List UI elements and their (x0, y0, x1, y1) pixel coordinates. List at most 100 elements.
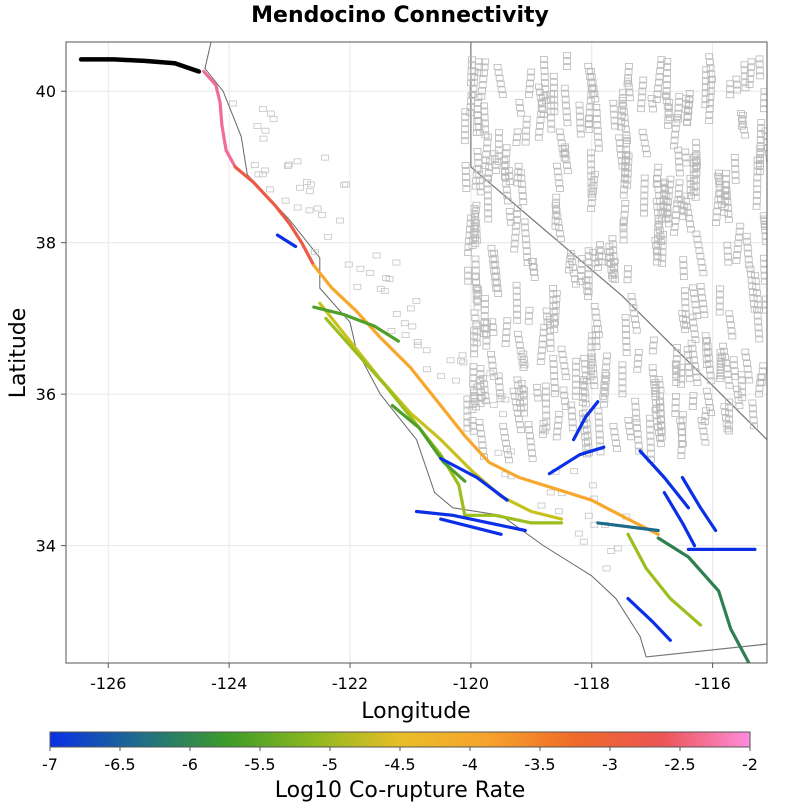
fault-section-box (513, 410, 522, 417)
fault-section-box (634, 442, 643, 449)
fault-section-box (722, 365, 731, 372)
fault-section-box (522, 248, 531, 255)
fault-section-box (687, 226, 696, 233)
fault-section-box (556, 230, 564, 237)
fault-section-box (631, 316, 639, 323)
fault-section-box (584, 438, 592, 445)
fault-section-box (705, 399, 713, 405)
fault-section-box (467, 74, 476, 81)
fault-section-box (550, 385, 559, 391)
fault-section-box (701, 90, 710, 97)
fault-section-box (382, 275, 390, 281)
fault-section-box (657, 210, 666, 216)
fault-section-box (672, 350, 681, 356)
fault-section-box (413, 339, 422, 345)
fault-section-box (676, 417, 685, 424)
fault-section-box (672, 368, 681, 374)
fault-section-box (592, 343, 601, 350)
fault-section-box (654, 376, 663, 382)
fault-section-box (715, 291, 724, 298)
fault-section-box (603, 352, 611, 359)
fault-section-box (584, 62, 593, 69)
fault-section-box (728, 333, 737, 340)
fault-section-box (675, 185, 684, 192)
fault-section-box (552, 434, 561, 441)
fault-section-box (517, 110, 525, 117)
fault-section-box (742, 232, 751, 239)
fault-section-box (475, 177, 484, 184)
fault-section-box (754, 318, 762, 325)
fault-section-box (476, 183, 485, 190)
fault-section-box (716, 361, 725, 368)
fault-section-box (534, 395, 543, 402)
fault-section-box (518, 187, 527, 193)
fault-section-box (474, 153, 482, 160)
fault-section-box (559, 357, 568, 363)
fault-section-box (611, 277, 619, 283)
fault-section-box (572, 369, 580, 376)
fault-section-box (624, 417, 633, 423)
fault-section-box (658, 260, 666, 267)
fault-section-box (623, 80, 632, 87)
fault-section-box (551, 201, 560, 208)
fault-section-box (581, 439, 590, 446)
rupture-trace (439, 517, 503, 536)
fault-section-box (755, 55, 764, 62)
fault-section-box (503, 192, 512, 199)
fault-section-box (484, 133, 492, 140)
fault-section-box (704, 349, 713, 355)
fault-section-box (762, 295, 767, 302)
fault-section-box (705, 360, 714, 367)
fault-section-box (250, 162, 259, 168)
fault-section-box (549, 367, 558, 373)
fault-section-box (680, 321, 689, 328)
fault-section-box (502, 440, 510, 447)
fault-section-box (502, 186, 511, 193)
fault-section-box (494, 69, 503, 76)
fault-section-box (622, 332, 631, 338)
fault-section-box (517, 175, 526, 182)
fault-section-box (664, 193, 673, 200)
fault-section-box (731, 374, 740, 380)
rupture-trace (656, 536, 751, 663)
fault-section-box (682, 323, 691, 330)
fault-section-box (520, 410, 528, 417)
fault-section-box (452, 377, 460, 384)
fault-section-box (471, 267, 480, 274)
fault-section-box (464, 244, 473, 251)
fault-section-box (648, 364, 657, 371)
fault-section-box (483, 319, 491, 326)
fault-section-box (640, 140, 649, 146)
fault-section-box (705, 118, 713, 124)
fault-section-box (589, 371, 598, 378)
fault-section-box (619, 237, 628, 244)
fault-section-box (541, 382, 550, 389)
colorbar-tick-label: -7 (42, 755, 58, 774)
fault-section-box (678, 429, 687, 436)
fault-section-box (677, 441, 686, 448)
fault-section-box (662, 216, 671, 223)
fault-section-box (482, 331, 491, 338)
fault-section-box (538, 341, 547, 348)
fault-section-box (566, 249, 575, 256)
fault-section-box (580, 360, 589, 367)
fault-section-box (744, 250, 753, 257)
fault-section-box (698, 294, 707, 301)
fault-section-box (760, 266, 767, 273)
fault-section-box (755, 67, 764, 74)
fault-section-box (627, 434, 635, 441)
fault-section-box (738, 117, 747, 124)
fault-section-box (555, 128, 564, 135)
fault-section-box (527, 68, 536, 75)
fault-section-box (671, 399, 680, 405)
fault-section-box (493, 63, 502, 70)
fault-section-box (482, 337, 491, 344)
x-tick-label: -120 (453, 674, 489, 693)
fault-section-box (621, 126, 630, 133)
fault-section-box (587, 356, 596, 363)
fault-section-box (681, 293, 690, 300)
fault-section-box (463, 401, 472, 408)
fault-section-box (476, 424, 485, 431)
fault-section-box (678, 435, 686, 442)
fault-section-box (651, 399, 660, 406)
